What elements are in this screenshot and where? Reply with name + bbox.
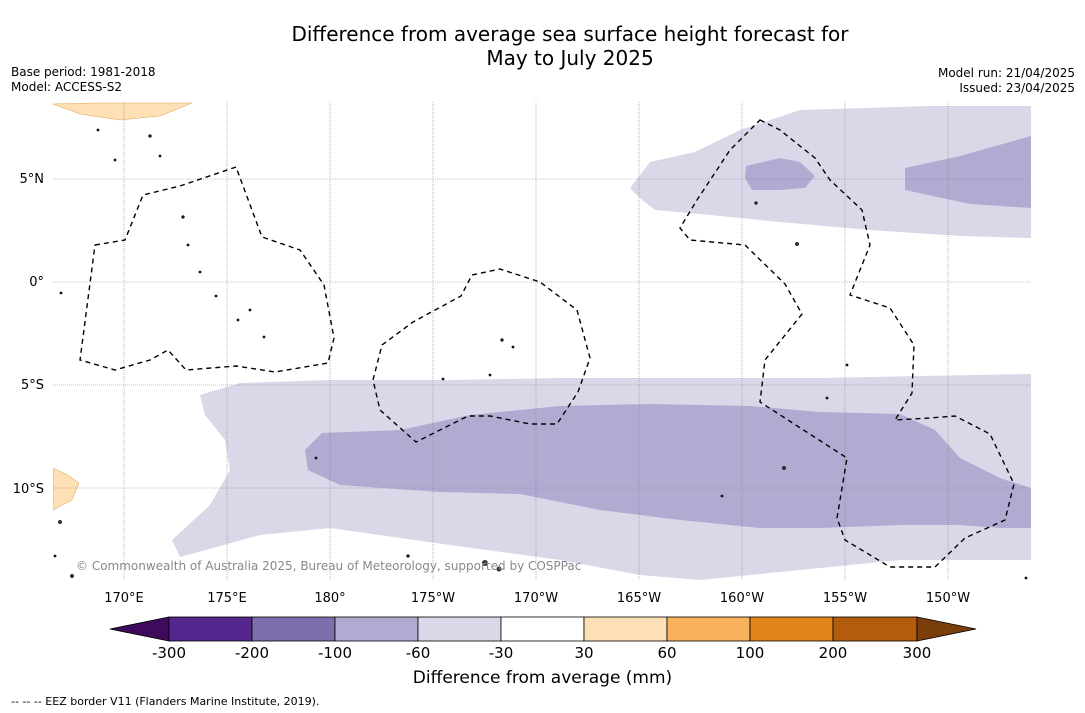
latitude-labels: 5°N 0° 5°S 10°S — [13, 172, 44, 497]
issued-date: Issued: 23/04/2025 — [959, 81, 1075, 95]
lat-label-5s: 5°S — [21, 378, 44, 393]
colorbar-tick-5: -30 — [489, 644, 514, 662]
lat-label-0: 0° — [29, 275, 44, 290]
base-period: Base period: 1981-2018 — [11, 65, 156, 79]
copyright-notice: © Commonwealth of Australia 2025, Bureau… — [76, 559, 581, 573]
graticule — [53, 102, 1031, 580]
colorbar-tick-4: -60 — [406, 644, 431, 662]
colorbar-tick-9: 200 — [819, 644, 848, 662]
anomaly-region-medium-north-a — [745, 158, 815, 190]
colorbar-swatch-1 — [168, 616, 253, 642]
colorbar-swatch-5 — [500, 616, 585, 642]
lon-label-175w: 175°W — [411, 591, 455, 606]
colorbar-tick-10: 300 — [903, 644, 932, 662]
eez-border-kiribati-gilberts — [79, 166, 335, 373]
colorbar-over-triangle — [916, 616, 977, 642]
lat-label-10s: 10°S — [13, 482, 44, 497]
colorbar-tick-7: 60 — [657, 644, 676, 662]
colorbar-swatch-8 — [749, 616, 834, 642]
anomaly-region-positive-west — [53, 467, 80, 511]
colorbar-swatch-4 — [417, 616, 502, 642]
lat-label-5n: 5°N — [20, 172, 45, 187]
colorbar-title: Difference from average (mm) — [412, 668, 673, 688]
colorbar-tick-labels: -300 -200 -100 -60 -30 30 60 100 200 300 — [152, 644, 931, 662]
lon-label-175e: 175°E — [207, 591, 247, 606]
colorbar-swatch-9 — [832, 616, 918, 642]
eez-border-kiribati-phoenix — [372, 268, 591, 443]
colorbar-tick-1: -300 — [152, 644, 186, 662]
colorbar: -300 -200 -100 -60 -30 30 60 100 200 300 — [109, 616, 977, 662]
anomaly-region-medium-north-b — [905, 136, 1031, 208]
model-name: Model: ACCESS-S2 — [11, 80, 123, 94]
meta-right: Model run: 21/04/2025 Issued: 23/04/2025 — [938, 66, 1075, 96]
anomaly-region-medium-south — [305, 404, 1031, 528]
eez-borders — [79, 119, 1015, 568]
model-run: Model run: 21/04/2025 — [937, 66, 1075, 80]
lon-label-170e: 170°E — [104, 591, 144, 606]
anomaly-region-positive-north — [53, 102, 193, 121]
colorbar-under-triangle — [109, 616, 170, 642]
colorbar-swatch-2 — [251, 616, 336, 642]
islands — [53, 128, 1028, 580]
colorbar-tick-6: 30 — [574, 644, 593, 662]
colorbar-tick-2: -200 — [235, 644, 269, 662]
colorbar-tick-3: -100 — [318, 644, 352, 662]
colorbar-swatch-3 — [334, 616, 419, 642]
map-area: © Commonwealth of Australia 2025, Bureau… — [53, 102, 1031, 580]
footnote: -- -- -- EEZ border V11 (Flanders Marine… — [11, 695, 320, 708]
anomaly-region-light-north — [630, 106, 1031, 238]
lon-label-150w: 150°W — [926, 591, 970, 606]
meta-left: Base period: 1981-2018 Model: ACCESS-S2 — [11, 65, 156, 95]
lon-label-180: 180° — [314, 591, 345, 606]
colorbar-tick-8: 100 — [736, 644, 765, 662]
colorbar-swatch-7 — [666, 616, 751, 642]
eez-border-kiribati-line-islands — [679, 119, 1015, 568]
lon-label-155w: 155°W — [823, 591, 867, 606]
title-line-1: Difference from average sea surface heig… — [291, 22, 849, 46]
lon-label-165w: 165°W — [617, 591, 661, 606]
colorbar-swatch-6 — [583, 616, 668, 642]
title-line-2: May to July 2025 — [486, 46, 654, 70]
lon-label-160w: 160°W — [720, 591, 764, 606]
chart-title: Difference from average sea surface heig… — [0, 22, 1085, 70]
longitude-labels: 170°E 175°E 180° 175°W 170°W 165°W 160°W… — [104, 591, 970, 606]
lon-label-170w: 170°W — [514, 591, 558, 606]
